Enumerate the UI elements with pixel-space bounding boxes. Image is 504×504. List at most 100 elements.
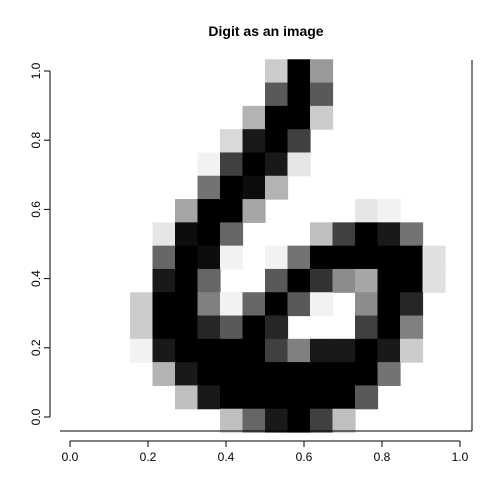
heatmap-cell [287,268,311,293]
heatmap-cell [197,292,221,317]
heatmap-cell [220,175,244,200]
heatmap-cell [400,338,424,363]
heatmap-cell [220,292,244,317]
heatmap-cell [242,408,266,433]
heatmap-cell [197,175,221,200]
heatmap-cell [355,292,379,317]
heatmap-cell [197,199,221,223]
heatmap-cell [220,385,244,410]
heatmap-cell [377,268,401,293]
heatmap-cell [310,362,334,387]
heatmap-cell [242,362,266,387]
heatmap-cell [400,315,424,340]
heatmap-cell [197,152,221,177]
heatmap-cell [400,268,424,293]
heatmap-cell [265,315,289,340]
heatmap-cell [310,408,334,433]
heatmap-cell [152,268,176,293]
heatmap-cell [355,315,379,340]
heatmap-cell [287,105,311,130]
heatmap-cell [175,338,199,363]
chart-title: Digit as an image [208,23,323,39]
heatmap-cell [310,82,334,107]
heatmap-cell [377,292,401,317]
heatmap-cell [310,385,334,410]
heatmap-cell [265,362,289,387]
x-tick-label: 0.2 [140,450,157,464]
heatmap-cell [242,385,266,410]
heatmap-cell [242,105,266,130]
heatmap-cell [377,199,401,223]
axes [49,60,473,442]
y-tick-label: 0.2 [29,339,43,356]
heatmap-cell [220,338,244,363]
x-tick-label: 0.4 [218,450,235,464]
y-tick-label: 0.4 [29,270,43,287]
heatmap-cells [130,59,446,433]
heatmap-cell [377,245,401,270]
heatmap-cell [400,245,424,270]
heatmap-cell [220,362,244,387]
heatmap-cell [197,245,221,270]
x-tick-label: 0.6 [296,450,313,464]
heatmap-cell [355,222,379,247]
heatmap-cell [152,362,176,387]
heatmap-cell [265,129,289,154]
heatmap-cell [310,268,334,293]
heatmap-cell [242,338,266,363]
heatmap-cell [220,129,244,154]
y-tick-label: 0.8 [29,132,43,149]
heatmap-cell [152,245,176,270]
heatmap-cell [355,245,379,270]
heatmap-cell [422,268,446,293]
heatmap-cell [377,362,401,387]
heatmap-cell [265,245,289,270]
heatmap-cell [242,292,266,317]
heatmap-cell [287,292,311,317]
heatmap-cell [332,338,356,363]
x-tick-label: 0.8 [374,450,391,464]
heatmap-cell [265,385,289,410]
heatmap-cell [400,292,424,317]
y-tick-label: 0.6 [29,201,43,218]
heatmap-cell [175,362,199,387]
heatmap-cell [242,315,266,340]
heatmap-cell [310,245,334,270]
heatmap-cell [265,338,289,363]
heatmap-cell [332,385,356,410]
heatmap-cell [265,152,289,177]
heatmap-cell [332,408,356,433]
y-axis-ticks: 0.0 0.2 0.4 0.6 0.8 1.0 [29,62,50,425]
x-tick-label: 1.0 [452,450,469,464]
heatmap-cell [310,105,334,130]
heatmap-cell [265,408,289,433]
heatmap-cell [355,338,379,363]
heatmap-cell [287,82,311,107]
heatmap-cell [265,59,289,84]
heatmap-cell [175,315,199,340]
y-tick-label: 0.0 [29,408,43,425]
heatmap-cell [152,315,176,340]
heatmap-cell [175,245,199,270]
heatmap-cell [197,362,221,387]
heatmap-cell [287,338,311,363]
heatmap-cell [242,175,266,200]
heatmap-cell [287,152,311,177]
heatmap-cell [355,362,379,387]
heatmap-cell [197,385,221,410]
heatmap-cell [287,362,311,387]
heatmap-cell [310,222,334,247]
heatmap-cell [220,152,244,177]
heatmap-cell [377,338,401,363]
heatmap-cell [130,315,154,340]
heatmap-cell [242,199,266,223]
y-tick-label: 1.0 [29,62,43,79]
heatmap-cell [242,129,266,154]
heatmap-cell [287,59,311,84]
heatmap-cell [242,152,266,177]
heatmap-cell [130,338,154,363]
heatmap-cell [175,268,199,293]
heatmap-cell [197,338,221,363]
heatmap-cell [377,222,401,247]
